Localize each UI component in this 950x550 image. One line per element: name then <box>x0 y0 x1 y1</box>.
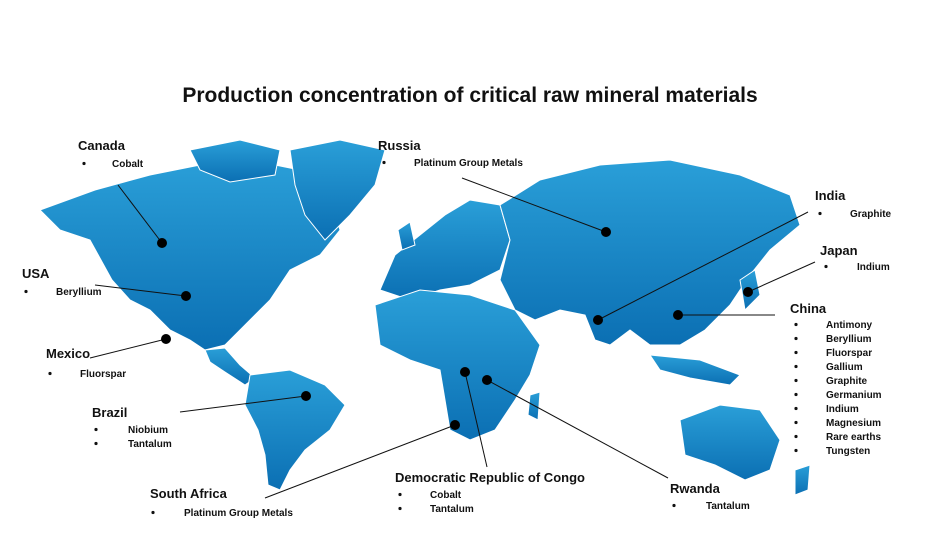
leader-line <box>89 338 167 359</box>
country-name: India <box>815 188 846 203</box>
location-dot <box>450 420 460 430</box>
material: Platinum Group Metals <box>184 508 293 519</box>
material: Fluorspar <box>826 348 872 359</box>
country-name: Canada <box>78 138 126 153</box>
location-dot <box>593 315 603 325</box>
country-name: China <box>790 301 827 316</box>
leader-line <box>464 371 488 468</box>
bullet <box>794 336 798 341</box>
bullet <box>794 350 798 355</box>
material: Graphite <box>850 209 892 220</box>
material: Tungsten <box>826 446 870 457</box>
material: Gallium <box>826 362 863 373</box>
bullet <box>794 322 798 327</box>
bullet <box>794 378 798 383</box>
world-map <box>39 139 811 496</box>
title: Production concentration of critical raw… <box>182 84 757 107</box>
bullet <box>398 506 402 511</box>
bullet <box>794 406 798 411</box>
leader-line <box>264 424 456 499</box>
bullet <box>794 434 798 439</box>
country-name: Japan <box>820 243 858 258</box>
country-name: Rwanda <box>670 481 721 496</box>
leader-line <box>461 177 607 233</box>
bullet <box>824 264 828 269</box>
material: Tantalum <box>706 501 750 512</box>
material: Rare earths <box>826 432 881 443</box>
bullet <box>382 160 386 165</box>
country-name: South Africa <box>150 486 228 501</box>
material: Niobium <box>128 425 168 436</box>
location-dot <box>743 287 753 297</box>
bullet <box>672 503 676 508</box>
bullet <box>818 211 822 216</box>
material: Beryllium <box>56 287 102 298</box>
bullet <box>398 492 402 497</box>
bullet <box>151 510 155 515</box>
leader-line <box>94 284 187 297</box>
location-dot <box>601 227 611 237</box>
country-name: Brazil <box>92 405 127 420</box>
bullet <box>94 427 98 432</box>
bullet <box>794 364 798 369</box>
material: Germanium <box>826 390 882 401</box>
material: Tantalum <box>128 439 172 450</box>
material: Indium <box>826 404 859 415</box>
material: Magnesium <box>826 418 881 429</box>
material: Beryllium <box>826 334 872 345</box>
material: Antimony <box>826 320 873 331</box>
location-dot <box>157 238 167 248</box>
material: Tantalum <box>430 504 474 515</box>
country-name: Democratic Republic of Congo <box>395 470 585 485</box>
location-dot <box>460 367 470 377</box>
material: Fluorspar <box>80 369 126 380</box>
location-dot <box>301 391 311 401</box>
bullet <box>794 448 798 453</box>
material: Platinum Group Metals <box>414 158 523 169</box>
leader-line <box>486 379 669 479</box>
bullet <box>82 161 86 166</box>
country-name: Mexico <box>46 346 90 361</box>
material: Indium <box>857 262 890 273</box>
location-dot <box>181 291 191 301</box>
country-name: USA <box>22 266 50 281</box>
location-dot <box>161 334 171 344</box>
bullet <box>94 441 98 446</box>
bullet <box>48 371 52 376</box>
leader-line <box>597 211 809 321</box>
country-name: Russia <box>378 138 421 153</box>
callouts: Canada Cobalt Russia Platinum Group Metals I… <box>22 138 892 519</box>
bullet <box>794 420 798 425</box>
leader-line <box>117 184 163 244</box>
location-dot <box>673 310 683 320</box>
location-dot <box>482 375 492 385</box>
bullet <box>24 289 28 294</box>
leader-line <box>747 261 816 293</box>
material: Cobalt <box>112 159 144 170</box>
leader-line <box>179 395 307 413</box>
material: Graphite <box>826 376 868 387</box>
bullet <box>794 392 798 397</box>
material: Cobalt <box>430 490 462 501</box>
